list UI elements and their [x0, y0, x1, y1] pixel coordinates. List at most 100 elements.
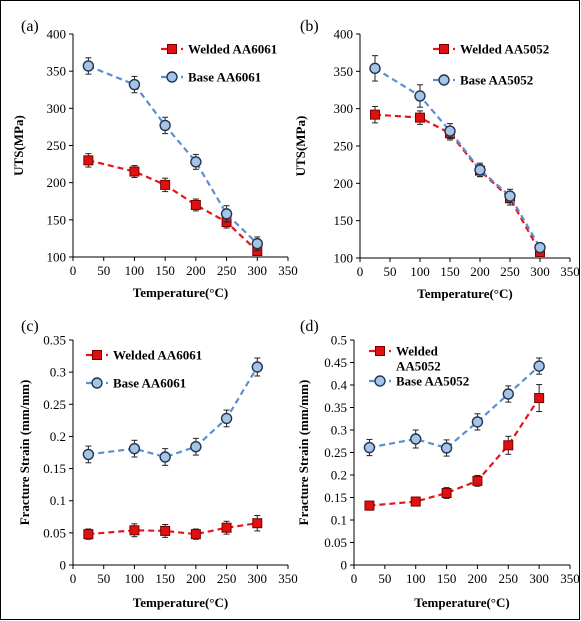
data-point — [534, 241, 546, 254]
y-tick-label: 0.15 — [324, 490, 347, 505]
x-axis-title: Temperature(°C) — [417, 286, 512, 301]
data-point — [190, 529, 201, 540]
data-point — [410, 496, 421, 507]
y-axis-title: UTS(MPa) — [11, 115, 26, 176]
series-base — [363, 357, 545, 457]
x-tick-label: 200 — [470, 264, 490, 279]
legend-label: Welded AA6061 — [188, 42, 277, 57]
data-point — [190, 199, 201, 210]
legend-label-line: Welded — [396, 344, 439, 359]
panel-label: (a) — [21, 18, 39, 35]
data-point — [128, 78, 141, 91]
legend-label-line: AA5052 — [396, 359, 441, 374]
y-tick-label: 400 — [47, 27, 67, 42]
x-tick-label: 250 — [500, 264, 520, 279]
legend-marker — [92, 350, 102, 360]
data-point — [410, 433, 422, 445]
x-tick-label: 0 — [351, 571, 358, 586]
legend-marker — [375, 346, 385, 356]
data-point — [415, 112, 425, 123]
x-tick-label: 100 — [125, 571, 145, 586]
data-point — [503, 440, 514, 451]
legend-entry: Welded AA6061 — [86, 348, 202, 363]
series-line — [374, 67, 541, 249]
legend-marker — [374, 375, 386, 387]
y-tick-label: 350 — [334, 64, 354, 79]
legend-entry: Base AA5052 — [369, 374, 469, 389]
data-point — [441, 488, 452, 498]
y-tick-label: 150 — [47, 212, 67, 227]
x-tick-label: 0 — [70, 263, 77, 278]
chart-panel-3: 0 0.05 0.1 0.15 0.2 0.25 0.3 0.35 0 50 100 150 200 25… — [17, 318, 298, 610]
legend-entry: Base AA5052 — [433, 73, 533, 88]
series-welded — [83, 153, 263, 257]
data-point — [128, 442, 141, 455]
y-tick-label: 0 — [341, 558, 348, 573]
data-point — [502, 388, 514, 400]
x-tick-label: 150 — [437, 571, 457, 586]
legend-entry: Base AA6061 — [161, 70, 261, 85]
y-tick-label: 350 — [47, 64, 67, 79]
y-tick-label: 300 — [47, 101, 67, 116]
y-tick-label: 0.5 — [331, 333, 347, 348]
x-tick-label: 200 — [186, 571, 206, 586]
y-tick-label: 0.25 — [43, 397, 66, 412]
data-point — [370, 109, 380, 120]
x-tick-label: 0 — [70, 571, 77, 586]
data-point — [83, 155, 94, 166]
x-tick-label: 300 — [530, 264, 550, 279]
x-tick-label: 350 — [560, 571, 580, 586]
data-point — [159, 451, 171, 463]
x-tick-label: 150 — [440, 264, 460, 279]
legend-label: Base AA5052 — [396, 374, 469, 389]
legend-label: Base AA6061 — [113, 376, 186, 391]
legend-label: Base AA6061 — [188, 70, 261, 85]
x-axis-title: Temperature(°C) — [133, 285, 228, 300]
y-tick-label: 0.1 — [50, 493, 66, 508]
data-point — [251, 361, 263, 373]
series-line — [88, 159, 259, 252]
legend-label: Base AA5052 — [460, 73, 533, 88]
legend-label: Welded AA6061 — [113, 348, 202, 363]
legend-marker — [166, 71, 178, 83]
y-tick-label: 250 — [47, 138, 67, 153]
data-point — [220, 208, 233, 220]
y-tick-label: 0.2 — [50, 429, 66, 444]
x-tick-label: 350 — [278, 571, 298, 586]
data-point — [444, 125, 456, 137]
x-tick-label: 350 — [560, 264, 580, 279]
y-tick-label: 0.15 — [43, 461, 66, 476]
legend-entry: Welded AA6061 — [161, 42, 277, 57]
series-base — [82, 57, 263, 251]
data-point — [82, 60, 95, 72]
legend-marker — [439, 44, 449, 54]
x-tick-label: 300 — [248, 263, 268, 278]
legend-marker — [91, 377, 103, 389]
legend-entry: Welded AA5052 — [369, 344, 441, 374]
series-line — [369, 397, 541, 507]
y-tick-label: 150 — [334, 213, 354, 228]
data-point — [533, 360, 545, 372]
data-point — [129, 166, 140, 177]
x-tick-label: 50 — [97, 263, 110, 278]
x-tick-label: 350 — [278, 263, 298, 278]
x-tick-label: 250 — [499, 571, 519, 586]
data-point — [440, 442, 453, 454]
data-point — [190, 156, 202, 168]
y-axis-title: Fracture Strain (mm/mm) — [296, 380, 311, 526]
data-point — [190, 441, 202, 453]
legend-marker — [167, 44, 177, 54]
data-point — [160, 525, 171, 536]
x-tick-label: 200 — [186, 263, 206, 278]
y-tick-label: 0.25 — [324, 445, 347, 460]
series-line — [88, 366, 259, 459]
data-point — [363, 441, 376, 454]
x-tick-label: 150 — [155, 571, 175, 586]
x-tick-label: 50 — [384, 264, 397, 279]
data-point — [252, 518, 263, 529]
y-tick-label: 250 — [334, 139, 354, 154]
y-tick-label: 200 — [334, 176, 354, 191]
data-point — [160, 179, 171, 190]
y-tick-label: 0.05 — [43, 525, 66, 540]
